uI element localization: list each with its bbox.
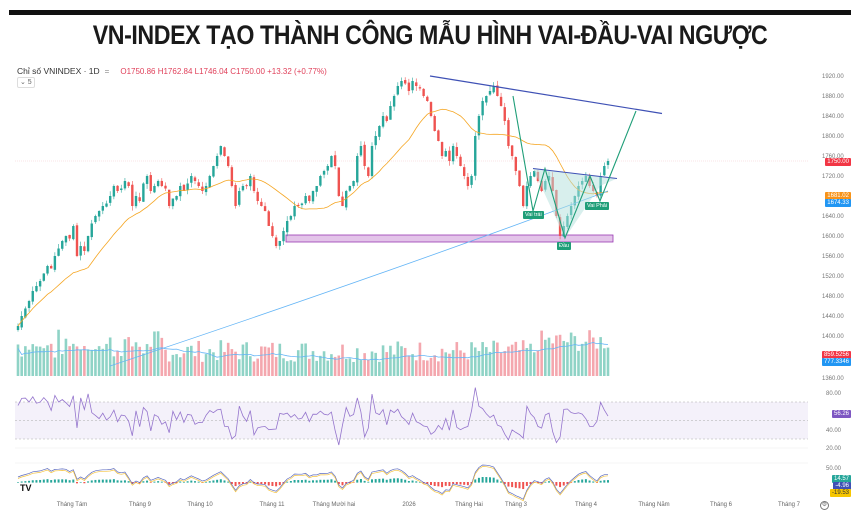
left-shoulder-label: Vai trái: [523, 211, 544, 219]
descending-trendline: [429, 75, 663, 115]
x-axis-label: Tháng 10: [187, 502, 213, 508]
pattern-path: [512, 95, 637, 240]
price-tick: 1600.00: [822, 234, 844, 240]
settings-gear-icon[interactable]: ⚙: [820, 501, 829, 510]
macd-tag: 14.57: [831, 475, 851, 483]
indicator-eq-icon: =: [104, 67, 110, 76]
price-tick: 1640.00: [822, 214, 844, 220]
price-tick: 1480.00: [822, 294, 844, 300]
indicators-collapse-button[interactable]: ⌄ 5: [17, 77, 35, 88]
volume-tag: 859.5256: [821, 351, 851, 359]
right-shoulder-label: Vai Phải: [585, 202, 610, 210]
price-tick: 1720.00: [822, 174, 844, 180]
support-zone: [285, 234, 614, 243]
x-axis-label: Tháng Tám: [56, 502, 88, 508]
price-tick: 1560.00: [822, 254, 844, 260]
macd-signal-tag: -4.96: [833, 482, 851, 490]
price-tick: 1400.00: [822, 334, 844, 340]
ohlc-values: O1750.86 H1762.84 L1746.04 C1750.00 +13.…: [120, 67, 327, 76]
rsi-tick: 20.00: [826, 446, 842, 452]
price-tick: 1760.00: [822, 154, 844, 160]
x-axis-label: Tháng 7: [777, 502, 801, 508]
volume-bars: [16, 329, 610, 376]
title-rule: [9, 10, 851, 15]
price-tick: 1880.00: [822, 94, 844, 100]
rsi-value-tag: 56.26: [831, 410, 851, 418]
price-tick: 1360.00: [822, 376, 844, 382]
x-axis-label: Tháng 9: [128, 502, 152, 508]
macd-signal-line: [17, 466, 609, 502]
x-axis-label: Tháng Năm: [638, 502, 670, 508]
x-axis-label: Tháng Hai: [455, 502, 483, 508]
price-tick: 1520.00: [822, 274, 844, 280]
symbol-label[interactable]: Chỉ số VNINDEX · 1D: [17, 66, 100, 76]
tradingview-logo-icon[interactable]: TV: [20, 483, 32, 493]
page-title: VN-INDEX TẠO THÀNH CÔNG MẪU HÌNH VAI-ĐẦU…: [92, 20, 768, 50]
x-axis-label: Tháng 4: [574, 502, 598, 508]
chart-legend: Chỉ số VNINDEX · 1D = O1750.86 H1762.84 L1…: [17, 66, 327, 76]
x-axis-label: Tháng Mười hai: [312, 502, 356, 508]
ma-short-tag: 1681.02: [825, 192, 851, 200]
rsi-tick: 80.00: [826, 391, 842, 397]
ma-long-tag: 1674.33: [825, 199, 851, 207]
rsi-tick: 40.00: [826, 428, 842, 434]
volume-ma-tag: 777.3346: [821, 358, 851, 366]
head-label: Đầu: [557, 242, 572, 250]
ma-long-line: [109, 190, 609, 367]
macd-hist-tag: -19.53: [829, 489, 851, 497]
rsi-line: [17, 387, 609, 446]
price-tick: 1840.00: [822, 114, 844, 120]
x-axis-label: Tháng 3: [504, 502, 528, 508]
x-axis-label: 2026: [402, 502, 416, 508]
last-price-tag: 1750.00: [825, 158, 851, 166]
neckline: [532, 167, 618, 180]
ma-short-line: [17, 108, 609, 327]
x-axis-label: Tháng 11: [259, 502, 285, 508]
price-tick: 1800.00: [822, 134, 844, 140]
price-tick: 1920.00: [822, 74, 844, 80]
macd-line: [17, 464, 609, 500]
macd-tick: 50.00: [826, 466, 842, 472]
x-axis-label: Tháng 6: [709, 502, 733, 508]
candles: [16, 77, 610, 332]
price-tick: 1440.00: [822, 314, 844, 320]
